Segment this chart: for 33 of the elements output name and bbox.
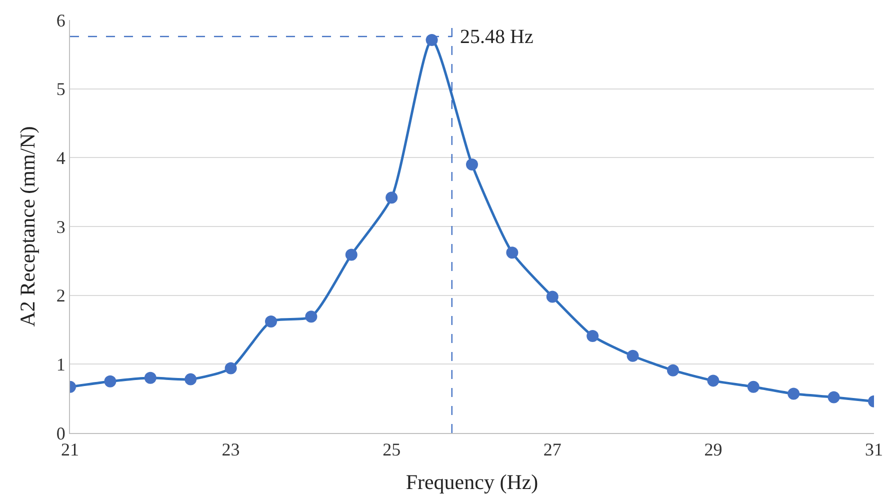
y-tick-label: 3 <box>56 216 66 237</box>
x-tick-label: 31 <box>865 440 883 460</box>
x-tick-label: 27 <box>543 440 562 460</box>
point <box>828 391 840 404</box>
point <box>747 380 760 393</box>
point <box>586 330 599 342</box>
point <box>667 364 679 376</box>
y-axis-title: A2 Receptance (mm/N) <box>16 126 40 327</box>
y-tick-label: 2 <box>56 286 66 306</box>
point <box>144 372 156 384</box>
point <box>788 388 800 400</box>
point <box>345 248 358 261</box>
point <box>224 362 237 374</box>
point <box>265 315 277 328</box>
x-tick-label: 29 <box>704 440 722 460</box>
point <box>104 375 116 388</box>
x-tick-label: 23 <box>222 440 240 460</box>
point <box>426 34 438 46</box>
point <box>546 290 558 303</box>
point <box>305 310 318 323</box>
point <box>386 192 398 204</box>
point <box>184 373 197 386</box>
point <box>506 246 518 259</box>
x-tick-label: 25 <box>382 440 401 460</box>
ref-line-label: 25.48 Hz <box>460 26 534 48</box>
x-axis-title: Frequency (Hz) <box>406 470 538 494</box>
y-tick-label: 5 <box>56 79 66 100</box>
point <box>626 350 639 362</box>
point <box>707 374 720 387</box>
point <box>466 158 478 171</box>
y-tick-label: 6 <box>56 10 66 30</box>
y-tick-label: 1 <box>56 354 66 374</box>
y-tick-label: 4 <box>56 148 66 168</box>
